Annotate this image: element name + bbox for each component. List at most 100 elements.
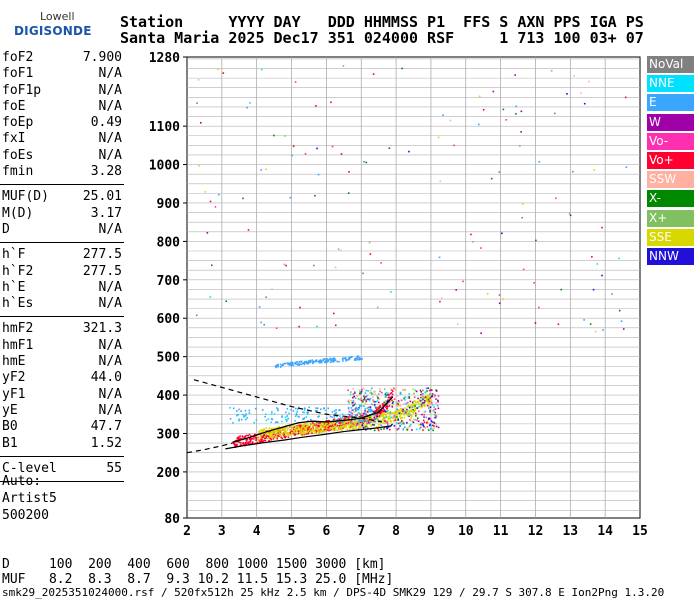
echo-point: [348, 357, 350, 360]
echo-point: [285, 435, 287, 438]
echo-point: [244, 435, 247, 437]
echo-point: [292, 427, 294, 430]
echo-point: [327, 407, 330, 410]
param-row-b0: B0 47.7: [0, 419, 128, 435]
echo-point: [385, 394, 387, 396]
echo-point: [429, 397, 431, 399]
echo-point: [408, 415, 410, 418]
y-tick-label: 800: [157, 235, 181, 250]
echo-point: [356, 407, 359, 410]
echo-point: [418, 398, 421, 401]
echo-point: [313, 360, 316, 363]
echo-point: [264, 415, 266, 418]
echo-point: [406, 429, 408, 431]
echo-point: [343, 357, 346, 360]
echo-point: [423, 404, 425, 406]
echo-point: [349, 425, 352, 427]
echo-point: [247, 441, 250, 443]
echo-point: [387, 426, 390, 429]
echo-point: [362, 423, 365, 426]
echo-point: [345, 359, 347, 362]
echo-point: [592, 288, 595, 291]
echo-point: [398, 410, 400, 413]
echo-point: [267, 435, 269, 437]
echo-point: [274, 434, 277, 436]
echo-point: [383, 418, 385, 421]
echo-point: [243, 416, 245, 418]
echo-point: [347, 400, 350, 402]
echo-point: [293, 428, 295, 431]
echo-point: [255, 439, 257, 442]
echo-point: [278, 435, 280, 438]
echo-point: [281, 437, 284, 440]
echo-point: [339, 417, 342, 419]
echo-point: [275, 436, 277, 439]
echo-point: [369, 408, 372, 410]
echo-point: [311, 427, 314, 430]
echo-point: [344, 358, 347, 361]
echo-point: [342, 421, 344, 424]
echo-point: [343, 418, 345, 420]
echo-point: [435, 398, 437, 400]
echo-point: [330, 425, 333, 428]
echo-point: [375, 407, 377, 409]
echo-point: [340, 426, 343, 429]
echo-point: [398, 409, 400, 411]
echo-point: [312, 264, 315, 267]
echo-point: [351, 426, 354, 429]
echo-point: [365, 429, 367, 431]
echo-point: [404, 411, 407, 414]
echo-point: [404, 389, 407, 392]
echo-point: [259, 430, 261, 432]
echo-point: [406, 401, 409, 404]
echo-point: [238, 419, 240, 422]
y-tick-label: 600: [157, 312, 181, 327]
echo-point: [298, 415, 300, 418]
echo-point: [296, 427, 298, 430]
echo-point: [284, 362, 287, 365]
echo-point: [384, 420, 387, 422]
echo-point: [415, 428, 418, 431]
echo-point: [406, 409, 409, 412]
echo-point: [370, 409, 372, 411]
echo-point: [206, 232, 209, 234]
echo-point: [426, 420, 429, 423]
echo-point: [343, 422, 346, 425]
param-row-ye: yE N/A: [0, 403, 128, 419]
echo-point: [331, 426, 334, 429]
echo-point: [362, 427, 365, 429]
echo-point: [373, 419, 376, 422]
echo-point: [331, 411, 334, 413]
echo-point: [354, 422, 356, 424]
echo-point: [396, 428, 399, 430]
echo-point: [611, 293, 613, 295]
echo-point: [340, 420, 342, 423]
echo-point: [389, 412, 392, 414]
echo-point: [290, 408, 292, 411]
echo-point: [373, 429, 376, 432]
echo-point: [336, 419, 338, 421]
echo-point: [316, 424, 318, 427]
echo-point: [236, 410, 238, 412]
echo-point: [350, 391, 352, 393]
echo-point: [429, 411, 431, 413]
echo-point: [362, 421, 365, 424]
echo-point: [375, 426, 378, 428]
echo-point: [265, 168, 267, 171]
echo-point: [305, 430, 308, 433]
echo-point: [244, 418, 247, 421]
echo-point: [390, 388, 392, 390]
echo-point: [411, 409, 413, 411]
echo-point: [352, 427, 355, 430]
echo-point: [438, 256, 441, 259]
echo-point: [319, 408, 322, 411]
echo-point: [376, 416, 379, 419]
echo-point: [296, 433, 298, 436]
echo-point: [391, 404, 394, 406]
echo-point: [369, 397, 372, 400]
echo-point: [520, 110, 523, 113]
echo-point: [320, 429, 322, 432]
echo-point: [326, 424, 329, 427]
x-tick-label: 13: [562, 524, 578, 539]
echo-point: [323, 427, 325, 430]
